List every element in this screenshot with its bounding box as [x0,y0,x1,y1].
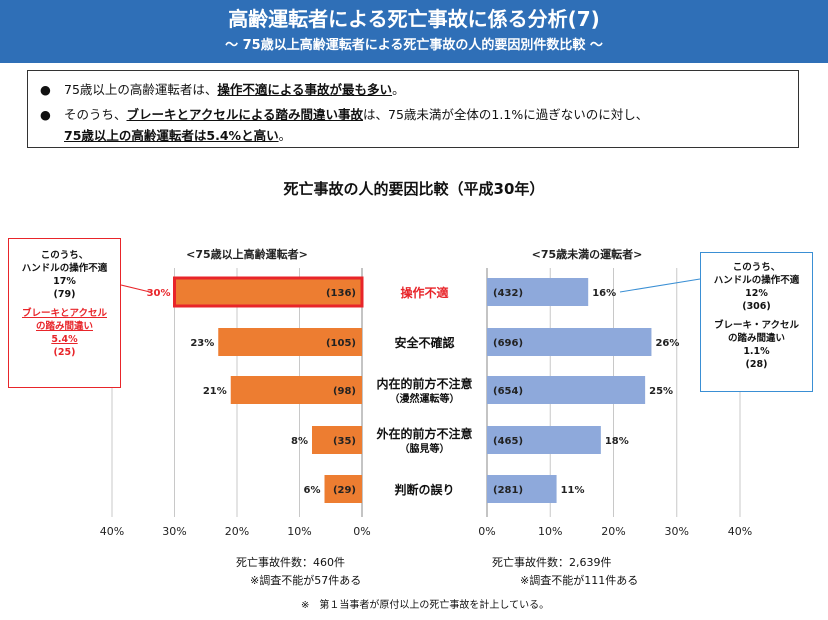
younger-note: ※調査不能が111件ある [520,574,639,587]
note-2-end: は、75歳未満が全体の1.1%に過ぎないのに対し、 [363,107,649,122]
value-label-elderly: 23% [190,338,214,349]
count-label-elderly: (105) [326,338,356,349]
series-younger-label: <75歳未満の運転者> [532,247,643,261]
note-3: 75歳以上の高齢運転者は5.4%と高い。 [64,125,291,144]
callout-connector-elderly [120,284,151,293]
count-label-younger: (465) [493,436,523,447]
x-tick-right: 0% [478,525,495,538]
x-tick-right: 20% [601,525,625,538]
bar-younger [487,278,589,306]
category-label: 外在的前方不注意 [376,426,472,441]
category-label: 操作不適 [400,285,448,300]
callout-younger-line5: ブレーキ・アクセル [713,320,800,331]
callout-connector-younger [619,278,701,293]
note-1-text: 75歳以上の高齢運転者は、 [64,82,218,97]
count-label-elderly: (136) [326,288,356,299]
x-tick-left: 20% [225,525,249,538]
bar-younger [487,328,652,356]
category-label: 安全不確認 [394,335,454,350]
callout-elderly-line8: (25) [53,347,76,358]
count-label-elderly: (29) [333,485,356,496]
elderly-total: 死亡事故件数：460件 [236,556,345,569]
page-subtitle: ～ 75歳以上高齢運転者による死亡事故の人的要因別件数比較 ～ [225,38,603,53]
callout-elderly-line5: ブレーキとアクセル [21,308,108,319]
note-1-emphasis: 操作不適による事故が最も多い [217,82,393,97]
bar-elderly [312,426,362,454]
x-tick-right: 40% [728,525,752,538]
count-label-elderly: (98) [333,386,356,397]
value-label-younger: 16% [592,288,616,299]
callout-younger-line8: (28) [745,359,768,370]
count-label-younger: (654) [493,386,523,397]
category-label: 内在的前方不注意 [376,376,472,391]
bar-younger [487,475,557,503]
note-2: ● そのうち、ブレーキとアクセルによる踏み間違い事故は、75歳未満が全体の1.1%… [40,104,648,123]
count-label-elderly: (35) [333,436,356,447]
series-elderly-label: <75歳以上高齢運転者> [186,247,308,261]
callout-younger-line2: ハンドルの操作不適 [713,275,800,286]
callout-younger-line3: 12% [745,288,768,299]
callout-younger-line7: 1.1% [743,346,770,357]
elderly-note: ※調査不能が57件ある [250,574,362,587]
category-sublabel: （漫然運転等） [390,392,460,405]
notes-box: ● 75歳以上の高齢運転者は、操作不適による事故が最も多い。 ● そのうち、ブレーキ… [27,70,799,148]
callout-elderly-line7: 5.4% [51,334,78,345]
x-tick-right: 30% [665,525,689,538]
bar-elderly [324,475,362,503]
chart-title: 死亡事故の人的要因比較（平成30年） [283,180,545,198]
category-sublabel: （脇見等） [400,442,450,455]
category-label: 判断の誤り [394,482,454,497]
bar-elderly [230,376,362,404]
note-2-emphasis: ブレーキとアクセルによる踏み間違い事故 [126,107,364,122]
callout-elderly-line2: ハンドルの操作不適 [21,263,108,274]
header-banner: 高齢運転者による死亡事故に係る分析(7) ～ 75歳以上高齢運転者による死亡事故… [0,0,828,63]
count-label-younger: (696) [493,338,523,349]
callout-younger-line4: (306) [742,301,771,312]
chart-footnote: ※ 第１当事者が原付以上の死亡事故を計上している。 [301,600,550,611]
note-3-emphasis: 75歳以上の高齢運転者は5.4%と高い [64,128,279,143]
callout-younger: このうち、 ハンドルの操作不適 12% (306) ブレーキ・アクセル の踏み間… [700,252,813,392]
note-3-end: 。 [278,128,292,143]
value-label-younger: 18% [605,436,629,447]
callout-elderly: このうち、 ハンドルの操作不適 17% (79) ブレーキとアクセル の踏み間違… [8,238,121,388]
value-label-younger: 25% [649,386,673,397]
x-tick-left: 40% [100,525,124,538]
x-tick-left: 30% [162,525,186,538]
value-label-elderly: 8% [291,436,308,447]
younger-total: 死亡事故件数：2,639件 [492,556,612,569]
note-1: ● 75歳以上の高齢運転者は、操作不適による事故が最も多い。 [40,79,405,98]
callout-younger-line1: このうち、 [732,262,781,273]
callout-younger-line6: の踏み間違い [727,333,785,344]
callout-elderly-line6: の踏み間違い [35,321,93,332]
bar-younger [487,426,601,454]
x-tick-left: 0% [353,525,370,538]
bar-elderly [173,276,364,308]
note-1-end: 。 [392,82,405,97]
value-label-younger: 11% [561,485,585,496]
note-2-text: そのうち、 [64,107,127,122]
callout-elderly-line3: 17% [53,276,76,287]
bar-younger [487,376,646,404]
bullet-icon: ● [40,107,51,122]
count-label-younger: (432) [493,288,523,299]
bar-elderly [218,328,362,356]
callout-elderly-line1: このうち、 [40,250,89,261]
value-label-elderly: 6% [304,485,321,496]
value-label-elderly: 21% [203,386,227,397]
bullet-icon: ● [40,82,51,97]
count-label-younger: (281) [493,485,523,496]
x-tick-left: 10% [287,525,311,538]
callout-elderly-line4: (79) [53,289,76,300]
value-label-elderly: 30% [147,288,171,299]
value-label-younger: 26% [655,338,679,349]
x-tick-right: 10% [538,525,562,538]
page-title: 高齢運転者による死亡事故に係る分析(7) [228,7,600,31]
